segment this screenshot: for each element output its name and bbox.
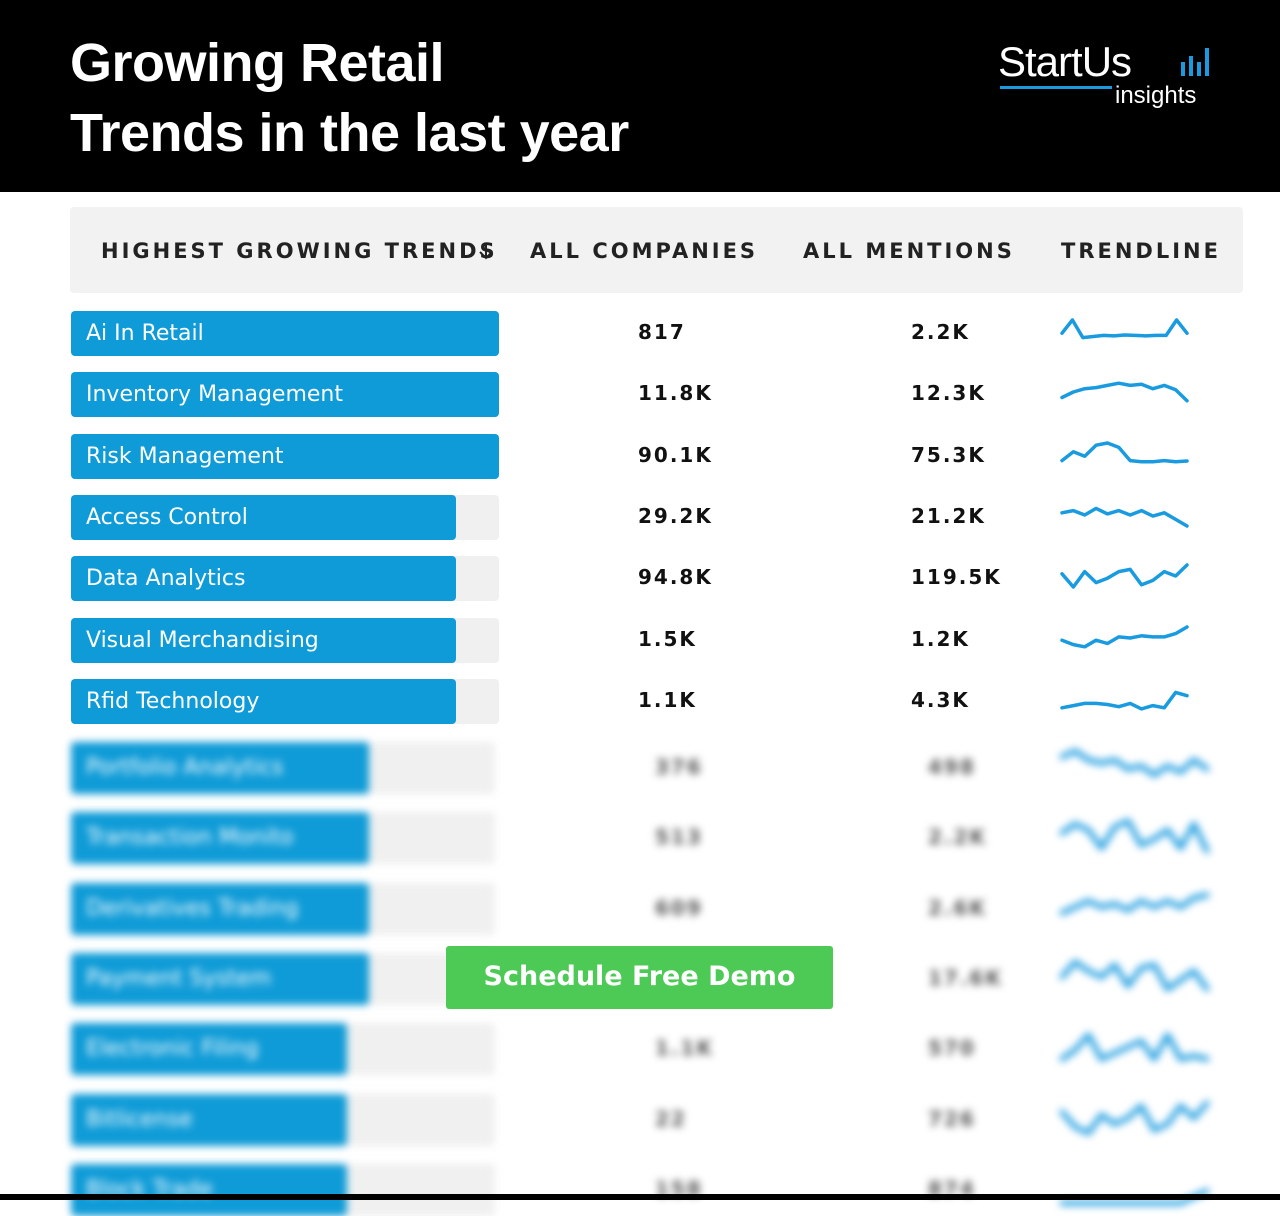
trendline (1060, 624, 1189, 649)
trendline (1060, 440, 1189, 464)
mentions: 12.3K (911, 381, 986, 406)
companies: 1.1K (638, 687, 697, 712)
mentions: 119.5K (911, 565, 1002, 590)
companies: 11.8K (638, 381, 713, 406)
mentions: 2.2K (911, 320, 970, 344)
column-header[interactable]: HIGHEST GROWING TRENDS (101, 239, 498, 263)
trend-name[interactable]: Visual Merchandising (71, 617, 456, 663)
trendline (1059, 1032, 1210, 1062)
trendline (1059, 1100, 1210, 1135)
mentions: 498 (928, 755, 976, 779)
mentions: 570 (928, 1036, 976, 1061)
trend-name: Payment System (71, 952, 369, 1005)
logo-icon (1181, 48, 1209, 76)
trendline-path (1060, 381, 1189, 403)
trendline (1060, 563, 1189, 589)
sort-icon[interactable] (478, 241, 494, 261)
trend-name[interactable]: Ai In Retail (71, 311, 499, 356)
mentions: 2.2K (928, 825, 987, 850)
trendline-path (1060, 506, 1189, 528)
trendline-path (1059, 892, 1210, 916)
companies: 376 (655, 755, 703, 779)
trend-name[interactable]: Rfid Technology (71, 678, 456, 724)
companies: 94.8K (638, 565, 713, 590)
trend-name: Transaction Monito (71, 812, 369, 865)
demo-button[interactable]: Schedule Free Demo (446, 946, 833, 1009)
column-header: TRENDLINE (1061, 239, 1221, 263)
title: Trends in the last year (70, 103, 629, 163)
mentions: 2.6K (928, 895, 987, 920)
header: Growing Retail Trends in the last year S… (0, 0, 1280, 192)
trend-name[interactable]: Risk Management (71, 433, 499, 479)
mentions: 1.2K (911, 626, 970, 651)
title: Growing Retail (70, 33, 445, 93)
trend-name: Electronic Filing (71, 1023, 347, 1076)
trendline-path (1060, 690, 1189, 711)
companies: 609 (655, 895, 703, 920)
trendline-path (1059, 818, 1210, 854)
trend-name: Portfolio Analytics (71, 742, 369, 794)
trendline (1060, 381, 1189, 403)
mentions: 21.2K (911, 503, 986, 528)
trendline-path (1060, 563, 1189, 589)
trend-name: Block Trade (71, 1163, 347, 1216)
companies: 22 (655, 1106, 687, 1131)
trend-name: Bitlicense (71, 1093, 347, 1146)
companies: 817 (638, 320, 686, 344)
mentions: 726 (928, 1106, 976, 1131)
companies: 1.5K (638, 626, 697, 651)
logo: StartUs (998, 38, 1132, 85)
column-header: ALL MENTIONS (803, 239, 1015, 263)
trendline-path (1060, 318, 1189, 340)
trend-name: Derivatives Trading (71, 882, 369, 935)
trendline (1060, 318, 1189, 340)
trendline (1059, 748, 1210, 778)
trendline-path (1059, 748, 1210, 778)
logo-line (1000, 86, 1112, 89)
trendline-path (1059, 1100, 1210, 1135)
trendline (1060, 506, 1189, 528)
trendline-path (1059, 1032, 1210, 1062)
trend-name[interactable]: Inventory Management (71, 372, 499, 418)
footer-line (0, 1194, 1280, 1200)
trendline (1059, 892, 1210, 916)
logo-sub: insights (1115, 82, 1197, 109)
trendline-path (1059, 959, 1210, 992)
mentions: 4.3K (911, 687, 970, 712)
mentions: 17.6K (928, 965, 1003, 990)
table-header: HIGHEST GROWING TRENDS ALL COMPANIES ALL… (70, 207, 1243, 293)
mentions: 75.3K (911, 442, 986, 467)
trendline-path (1060, 624, 1189, 649)
companies: 90.1K (638, 442, 713, 467)
companies: 1.1K (655, 1036, 714, 1061)
companies: 513 (655, 825, 703, 850)
trendline (1059, 1188, 1210, 1206)
trend-name[interactable]: Data Analytics (71, 556, 456, 602)
companies: 29.2K (638, 503, 713, 528)
trendline (1059, 818, 1210, 854)
trendline (1059, 959, 1210, 992)
trendline-path (1060, 440, 1189, 464)
trendline (1060, 690, 1189, 711)
column-header: ALL COMPANIES (530, 239, 759, 263)
trend-name[interactable]: Access Control (71, 494, 456, 540)
